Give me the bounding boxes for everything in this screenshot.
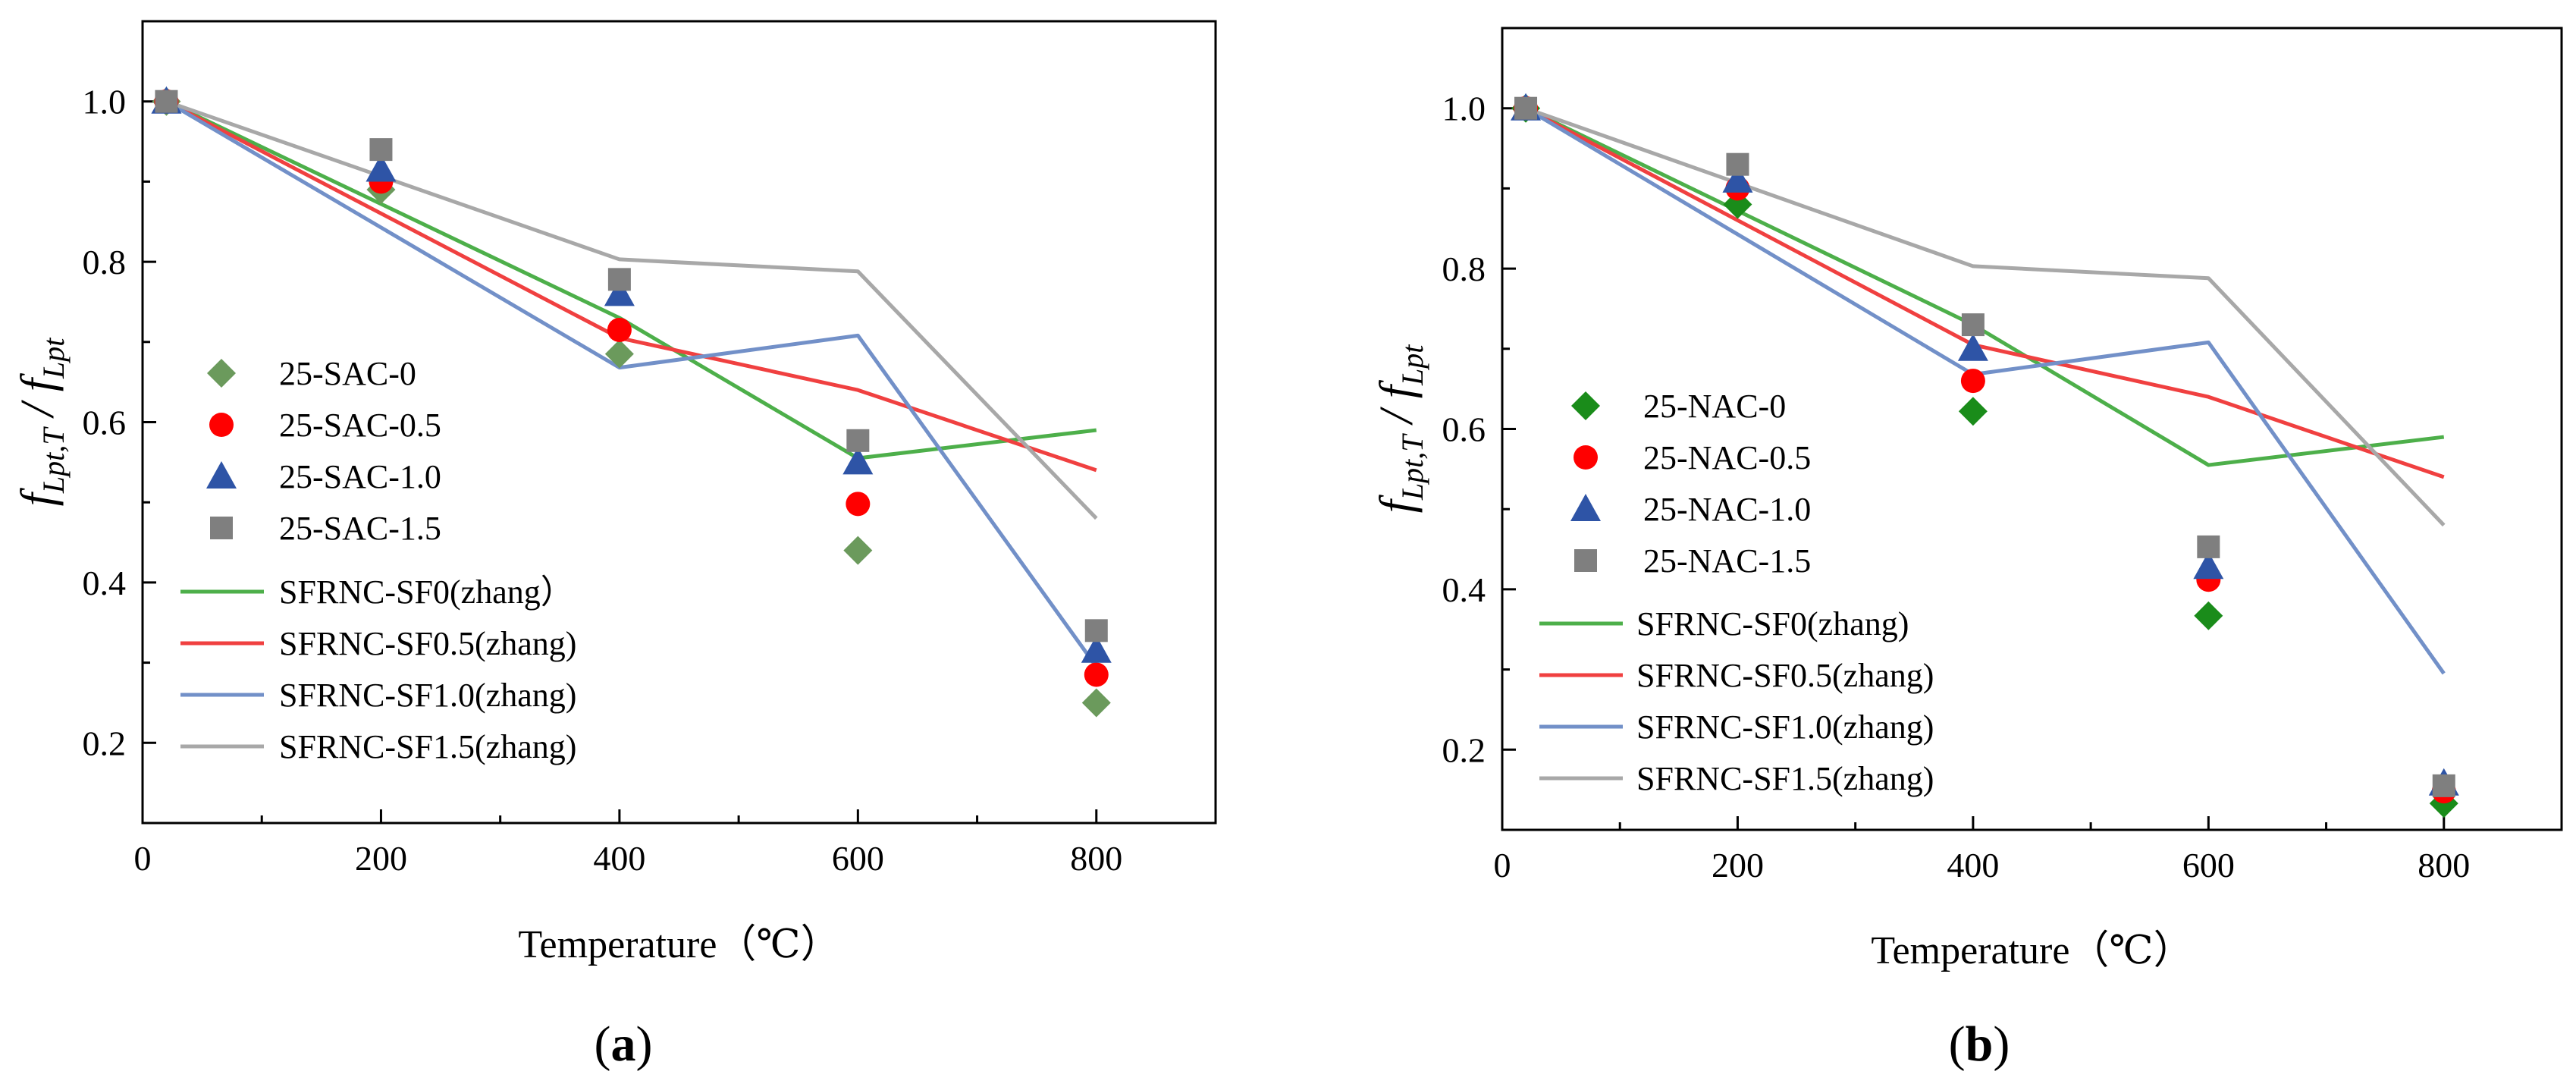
data-point [1722, 165, 1753, 193]
legend-label: 25-SAC-1.0 [279, 458, 441, 495]
y-tick-label: 0.8 [83, 243, 127, 281]
data-point [1514, 96, 1538, 120]
x-tick-label: 200 [355, 839, 407, 878]
x-tick-label: 0 [134, 839, 152, 878]
data-point [155, 90, 178, 113]
legend-marker [1574, 445, 1598, 470]
data-point [2197, 535, 2220, 558]
legend-label: SFRNC-SF1.0(zhang) [1636, 708, 1934, 746]
data-point [604, 278, 635, 306]
panel-label: (b) [1949, 1016, 2010, 1072]
panel-label: (a) [595, 1016, 653, 1072]
legend-label: SFRNC-SF1.5(zhang) [1636, 760, 1934, 797]
data-point [366, 154, 397, 182]
x-tick-label: 800 [1070, 839, 1122, 878]
legend-marker [206, 461, 237, 489]
legend-label: 25-NAC-0.5 [1643, 439, 1811, 476]
x-tick-label: 0 [1494, 846, 1511, 884]
series-line [165, 99, 1097, 473]
data-point [842, 447, 874, 475]
legend-label: SFRNC-SF0.5(zhang) [279, 625, 576, 662]
legend-label: 25-SAC-1.5 [279, 510, 441, 547]
x-axis-title: Temperature（℃） [518, 923, 839, 966]
data-point [1084, 662, 1109, 687]
legend-marker [1574, 549, 1597, 572]
legend-marker [207, 359, 236, 388]
data-point [1957, 333, 1988, 361]
x-tick-label: 800 [2418, 846, 2470, 884]
series-line [1524, 106, 2445, 479]
data-point [846, 492, 871, 517]
y-tick-label: 1.0 [83, 83, 127, 121]
legend-label: SFRNC-SF0(zhang） [279, 573, 574, 611]
legend-label: SFRNC-SF1.0(zhang) [279, 677, 576, 714]
data-point [1958, 397, 1988, 426]
y-tick-label: 0.4 [83, 564, 127, 602]
data-point [604, 339, 634, 369]
data-point [846, 429, 870, 452]
y-tick-label: 1.0 [1442, 90, 1486, 128]
data-point [369, 138, 393, 162]
y-tick-label: 0.6 [83, 404, 127, 442]
legend-marker [1570, 494, 1601, 521]
data-point [1081, 635, 1112, 663]
panel-b: 0 200 400 600 800 0.2 0.4 0.6 0.8 1.0 25-NAC-0 25-N… [1371, 27, 2563, 1072]
data-point [1081, 688, 1111, 718]
legend-label: SFRNC-SF1.5(zhang) [279, 728, 576, 765]
data-point [607, 268, 631, 291]
panel-a: 0 200 400 600 800 0.2 0.4 0.6 0.8 1.0 25-SAC-0 25-S… [12, 20, 1217, 1072]
legend-label: 25-SAC-0 [279, 355, 416, 392]
y-tick-label: 0.6 [1442, 410, 1486, 449]
legend-marker [209, 413, 234, 437]
y-tick-label: 0.2 [83, 724, 127, 762]
x-tick-label: 600 [2182, 846, 2235, 884]
data-point [843, 536, 873, 565]
x-tick-label: 600 [832, 839, 884, 878]
data-point [1084, 619, 1108, 642]
y-axis-title: fLpt,T / fLpt [12, 338, 71, 507]
data-point [1960, 369, 1985, 394]
y-tick-label: 0.8 [1442, 250, 1486, 288]
data-point [1726, 152, 1749, 176]
x-tick-label: 400 [593, 839, 645, 878]
series-line [1524, 106, 2446, 675]
legend-label: 25-NAC-0 [1643, 388, 1786, 425]
y-tick-label: 0.2 [1442, 730, 1486, 769]
legend-marker [1571, 391, 1600, 420]
series-line [1524, 106, 2445, 467]
series-line [165, 99, 1098, 520]
series-line [165, 99, 1097, 460]
x-tick-label: 400 [1947, 846, 1999, 884]
legend-label: 25-NAC-1.5 [1643, 542, 1811, 580]
legend-label: 25-NAC-1.0 [1643, 491, 1811, 528]
legend-label: 25-SAC-0.5 [279, 407, 441, 444]
data-point [607, 317, 632, 342]
data-point [2432, 774, 2455, 797]
series-line [165, 99, 1098, 668]
legend-label: SFRNC-SF0.5(zhang) [1636, 657, 1934, 694]
y-tick-label: 0.4 [1442, 570, 1486, 609]
legend-label: SFRNC-SF0(zhang) [1636, 605, 1909, 642]
data-point [2193, 551, 2224, 580]
y-axis-title: fLpt,T / fLpt [1371, 344, 1429, 514]
x-tick-label: 200 [1712, 846, 1764, 884]
data-point [1961, 313, 1985, 337]
x-axis-title: Temperature（℃） [1871, 929, 2192, 972]
legend-marker [210, 517, 233, 539]
data-point [2194, 601, 2223, 630]
